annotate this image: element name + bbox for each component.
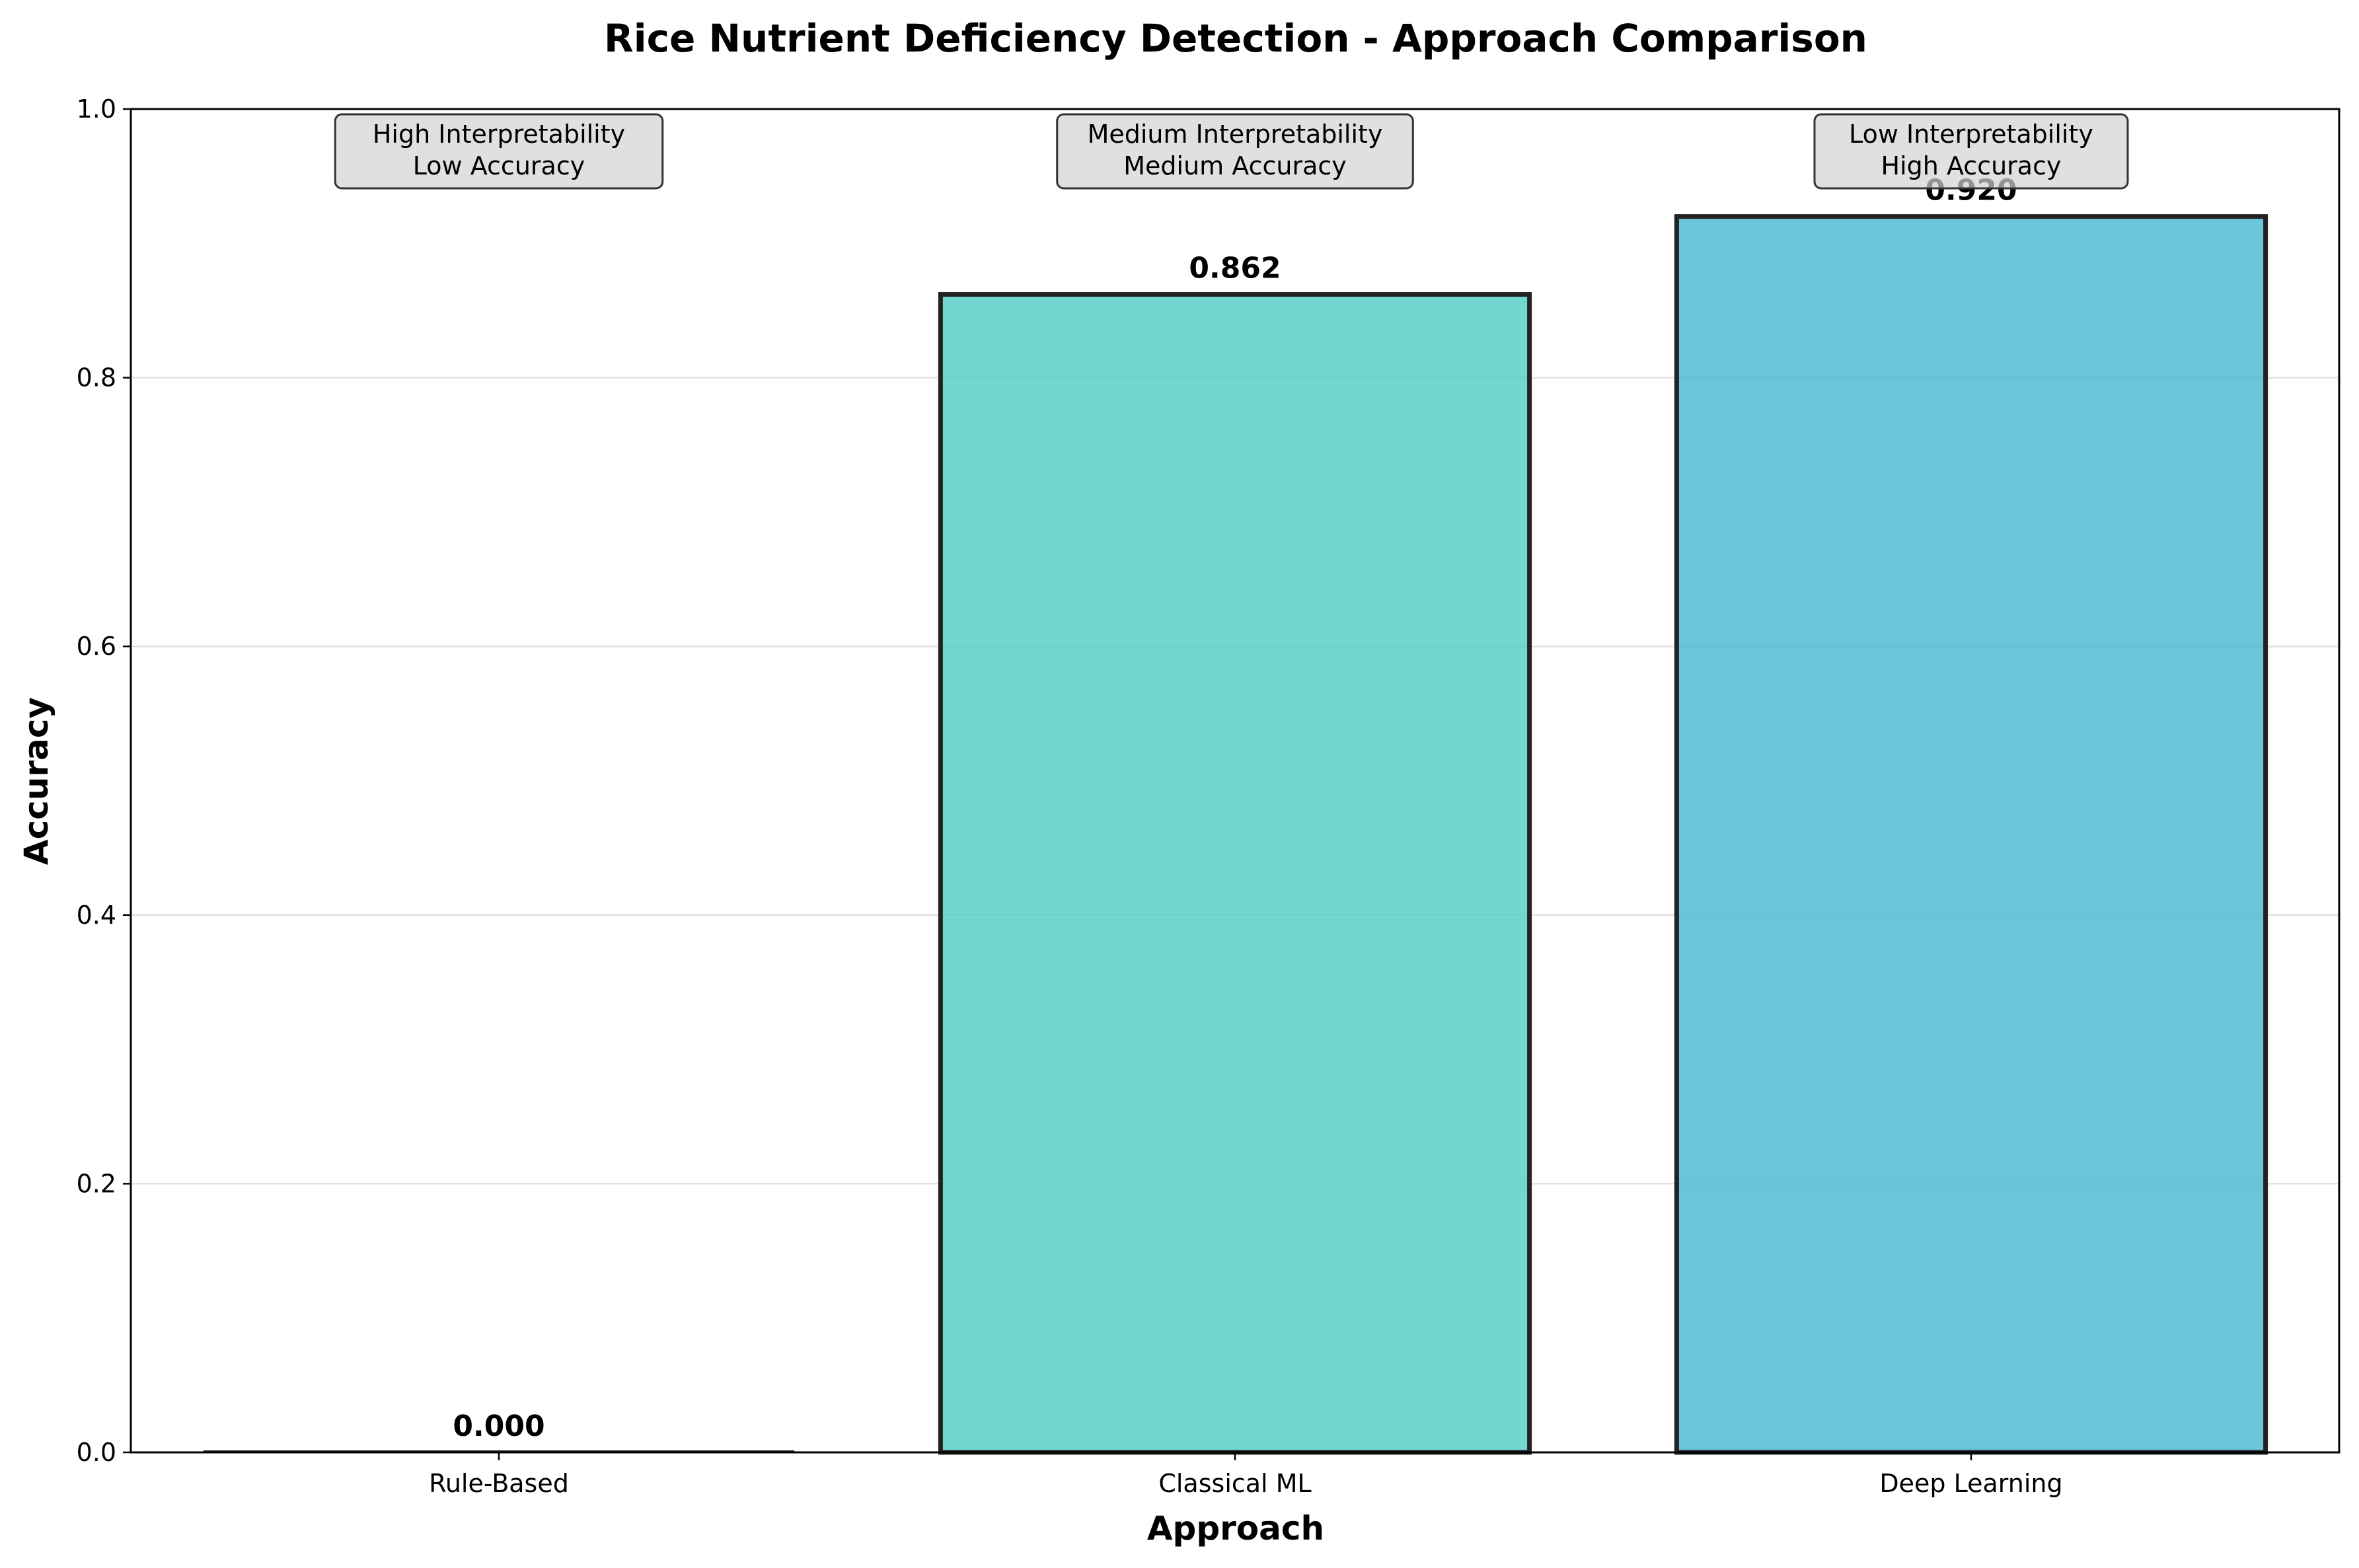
x-tick-label: Classical ML — [1158, 1469, 1311, 1498]
annotation-text: Medium Accuracy — [1123, 151, 1347, 180]
x-tick-label: Rule-Based — [429, 1469, 569, 1498]
y-axis-label: Accuracy — [17, 697, 56, 865]
annotation-text: Low Interpretability — [1849, 120, 2093, 149]
x-axis-label: Approach — [1147, 1509, 1324, 1548]
bar-deep-learning — [1674, 214, 2268, 1455]
y-tick-label: 0.0 — [77, 1438, 116, 1467]
annotation-text: High Interpretability — [373, 120, 625, 149]
y-tick-label: 0.6 — [77, 632, 116, 661]
x-axis-ticks: Rule-Based Classical ML Deep Learning — [429, 1452, 2063, 1498]
annotation-background — [334, 113, 664, 190]
chart-title: Rice Nutrient Deficiency Detection - App… — [604, 16, 1867, 61]
value-label: 0.862 — [1189, 252, 1281, 285]
y-tick-label: 0.2 — [77, 1169, 116, 1198]
y-tick-label: 1.0 — [77, 94, 116, 124]
y-tick-label: 0.8 — [77, 363, 116, 392]
annotation-text: Low Accuracy — [413, 151, 585, 180]
bars — [203, 214, 2268, 1455]
annotation-background — [1056, 113, 1414, 190]
annotation-background — [1813, 113, 2129, 190]
value-label: 0.000 — [453, 1409, 544, 1443]
bar-classical-ml — [938, 292, 1532, 1455]
x-tick-label: Deep Learning — [1879, 1469, 2062, 1498]
annotation-text: High Accuracy — [1881, 151, 2062, 180]
y-tick-label: 0.4 — [77, 901, 116, 930]
y-axis-ticks: 0.0 0.2 0.4 0.6 0.8 1.0 — [77, 94, 131, 1467]
annotation-text: Medium Interpretability — [1088, 120, 1383, 149]
